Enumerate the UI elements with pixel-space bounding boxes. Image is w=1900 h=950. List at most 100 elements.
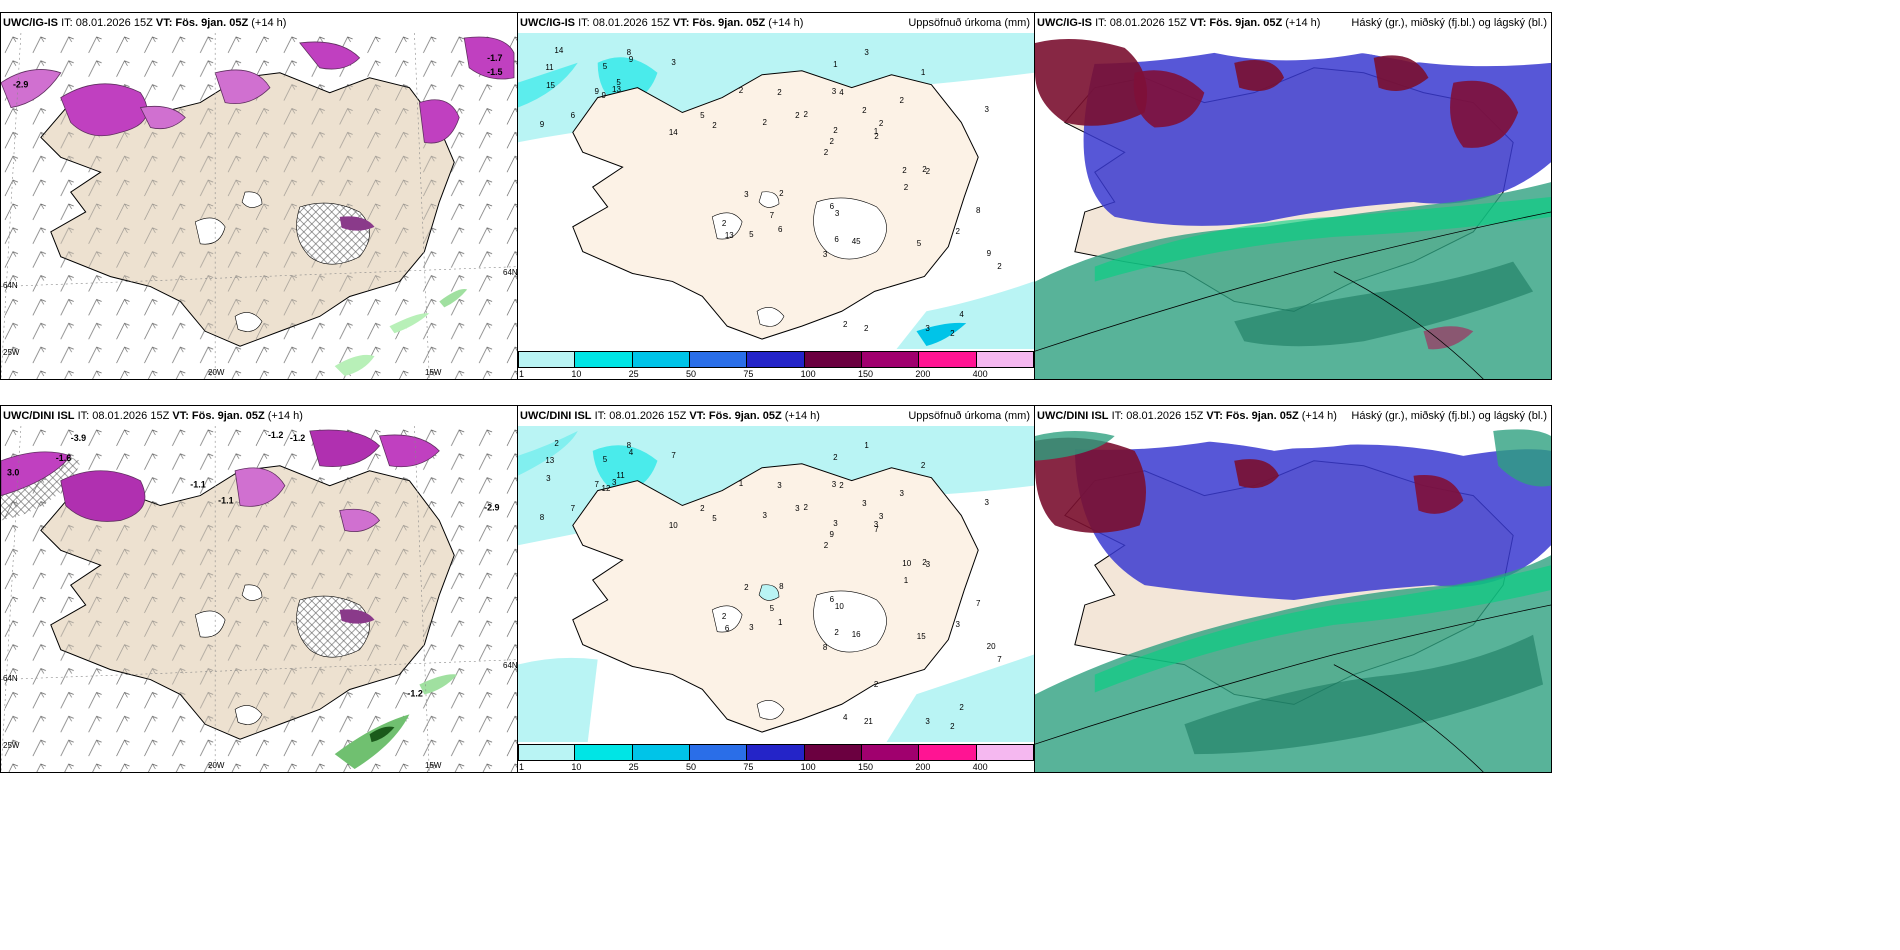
colorbar-swatch xyxy=(747,351,805,368)
colorbar-swatch xyxy=(575,351,633,368)
it-label: IT: 08.01.2026 15Z xyxy=(1095,17,1187,29)
temp-label: -1.5 xyxy=(487,67,502,77)
it-label: IT: 08.01.2026 15Z xyxy=(77,410,170,422)
vt-label: VT: Fös. 9jan. 05Z xyxy=(672,17,766,29)
panel-header: UWC/IG-IS IT: 08.01.2026 15Z VT: Fös. 9j… xyxy=(1035,13,1551,33)
lon-label-20w: 20W xyxy=(208,368,225,377)
precip-value: 8 xyxy=(822,642,828,652)
precip-value: 2 xyxy=(920,461,926,471)
panel-row2-precipitation: UWC/DINI ISL IT: 08.01.2026 15Z VT: Fös.… xyxy=(517,405,1035,773)
colorbar-swatch xyxy=(690,351,748,368)
cloud-map-svg xyxy=(1035,426,1551,772)
lat-label-64n-right: 64N xyxy=(503,661,518,670)
vt-label: VT: Fös. 9jan. 05Z xyxy=(689,410,782,422)
precip-value: 14 xyxy=(668,128,678,138)
vt-label: VT: Fös. 9jan. 05Z xyxy=(1189,17,1283,29)
precip-value: 2 xyxy=(700,504,705,514)
precip-value: 7 xyxy=(594,479,599,489)
precipitation-map-svg xyxy=(518,426,1034,742)
precip-value: 11 xyxy=(616,470,625,480)
precip-value: 2 xyxy=(721,611,727,621)
colorbar-swatch xyxy=(518,351,576,368)
colorbar-label: 1 xyxy=(519,762,525,772)
panel-row1-cloud: UWC/IG-IS IT: 08.01.2026 15Z VT: Fös. 9j… xyxy=(1034,12,1552,380)
precip-value: 1 xyxy=(738,478,744,488)
precip-value: 9 xyxy=(628,55,634,65)
precip-value: 13 xyxy=(724,231,734,241)
panel-row2-cloud: UWC/DINI ISL IT: 08.01.2026 15Z VT: Fös.… xyxy=(1034,405,1552,773)
panel-header: UWC/IG-IS IT: 08.01.2026 15Z VT: Fös. 9j… xyxy=(518,13,1034,33)
colorbar-label: 200 xyxy=(915,369,931,379)
precip-value: 3 xyxy=(925,717,930,727)
precip-value: 3 xyxy=(955,619,960,629)
colorbar-label: 10 xyxy=(571,369,582,379)
colorbar-label: 150 xyxy=(858,762,874,772)
precip-value: 8 xyxy=(779,581,784,591)
precip-value: 5 xyxy=(616,77,621,87)
it-label: IT: 08.01.2026 15Z xyxy=(1111,410,1204,422)
temp-label: -1.7 xyxy=(487,53,502,63)
lon-label-15w: 15W xyxy=(425,368,442,377)
precip-value: 3 xyxy=(862,498,867,508)
precipitation-map[interactable]: 9 11 9 9 5 6 8 5 9 13 14 14 15 3 2 2 5 3 2 3 2 2 7 4 2 2 2 1 2 2 3 2 6 2 2… xyxy=(518,33,1034,349)
precip-value: 2 xyxy=(843,320,848,330)
precip-value: 15 xyxy=(916,631,926,641)
precip-value: 5 xyxy=(769,603,775,613)
temp-label: -1.2 xyxy=(290,433,305,443)
panel-row2-temperature: UWC/DINI ISL IT: 08.01.2026 15Z VT: Fös.… xyxy=(0,405,518,773)
precip-value: 6 xyxy=(829,595,835,605)
precip-value: 2 xyxy=(833,453,838,463)
precip-value: 3 xyxy=(899,489,904,499)
precip-value: 3 xyxy=(984,497,989,507)
colorbar-swatch xyxy=(804,744,862,761)
colorbar-swatch xyxy=(747,744,805,761)
precip-value: 7 xyxy=(997,655,1002,665)
precip-value: 2 xyxy=(878,119,884,129)
precip-value: 13 xyxy=(545,455,555,465)
cloud-map-svg xyxy=(1035,33,1551,379)
colorbar-swatch xyxy=(575,744,633,761)
colorbar-label: 50 xyxy=(686,369,697,379)
precip-value: 5 xyxy=(749,230,754,240)
panel-header: UWC/DINI ISL IT: 08.01.2026 15Z VT: Fös.… xyxy=(518,406,1034,426)
panel-header: UWC/DINI ISL IT: 08.01.2026 15Z VT: Fös.… xyxy=(1,406,517,426)
colorbar-label: 400 xyxy=(972,762,988,772)
colorbar-label: 10 xyxy=(571,762,582,772)
precip-value: 6 xyxy=(778,224,783,234)
lead-label: (+14 h) xyxy=(784,410,820,422)
cloud-map[interactable] xyxy=(1035,33,1551,379)
temperature-map[interactable]: -2.9 -1.7 -1.5 xyxy=(1,33,517,379)
lead-label: (+14 h) xyxy=(1285,17,1321,29)
precipitation-map[interactable]: 12 13 7 8 11 7 8 5 4 3 2 10 3 7 2 3 3 3 3 2 2 2 5 2 3 3 1 2 5 10 3 9 6 3 3… xyxy=(518,426,1034,742)
precip-value: 2 xyxy=(834,628,839,638)
precip-value: 5 xyxy=(916,238,922,248)
model-name: UWC/DINI ISL xyxy=(1037,410,1109,422)
colorbar-label: 25 xyxy=(628,762,639,772)
precip-value: 10 xyxy=(668,521,678,531)
precip-value: 3 xyxy=(795,503,800,513)
temperature-map[interactable]: -3.9 -1.6 -1.2 -1.2 -1.1 -1.1 -2.9 -1.2 … xyxy=(1,426,517,772)
precip-value: 20 xyxy=(986,642,996,652)
temp-label: -2.9 xyxy=(13,80,28,90)
precip-number-layer: 9 11 9 9 5 6 8 5 9 13 14 14 15 3 2 2 5 3 2 3 2 2 7 4 2 2 2 1 2 2 3 2 6 2 2… xyxy=(518,33,1034,349)
precip-value: 3 xyxy=(749,623,754,633)
precip-value: 2 xyxy=(839,480,844,490)
temp-label: -1.2 xyxy=(268,430,283,440)
lon-label-25w: 25W xyxy=(3,741,20,750)
precip-value: 3 xyxy=(878,512,884,522)
precip-value: 2 xyxy=(873,679,879,689)
precip-value: 7 xyxy=(976,599,981,609)
cloud-map[interactable] xyxy=(1035,426,1551,772)
precip-value: 2 xyxy=(554,438,559,448)
precip-value: 3 xyxy=(834,208,840,218)
precip-value: 6 xyxy=(724,624,730,634)
precip-value: 3 xyxy=(671,58,676,68)
lon-label-15w: 15W xyxy=(425,761,442,770)
precip-value: 7 xyxy=(874,525,879,535)
it-label: IT: 08.01.2026 15Z xyxy=(578,17,670,29)
precip-value: 2 xyxy=(997,262,1002,272)
precip-value: 2 xyxy=(899,96,904,106)
temp-label: -1.1 xyxy=(190,480,205,490)
precip-value: 4 xyxy=(839,87,844,97)
precip-value: 7 xyxy=(671,451,676,461)
